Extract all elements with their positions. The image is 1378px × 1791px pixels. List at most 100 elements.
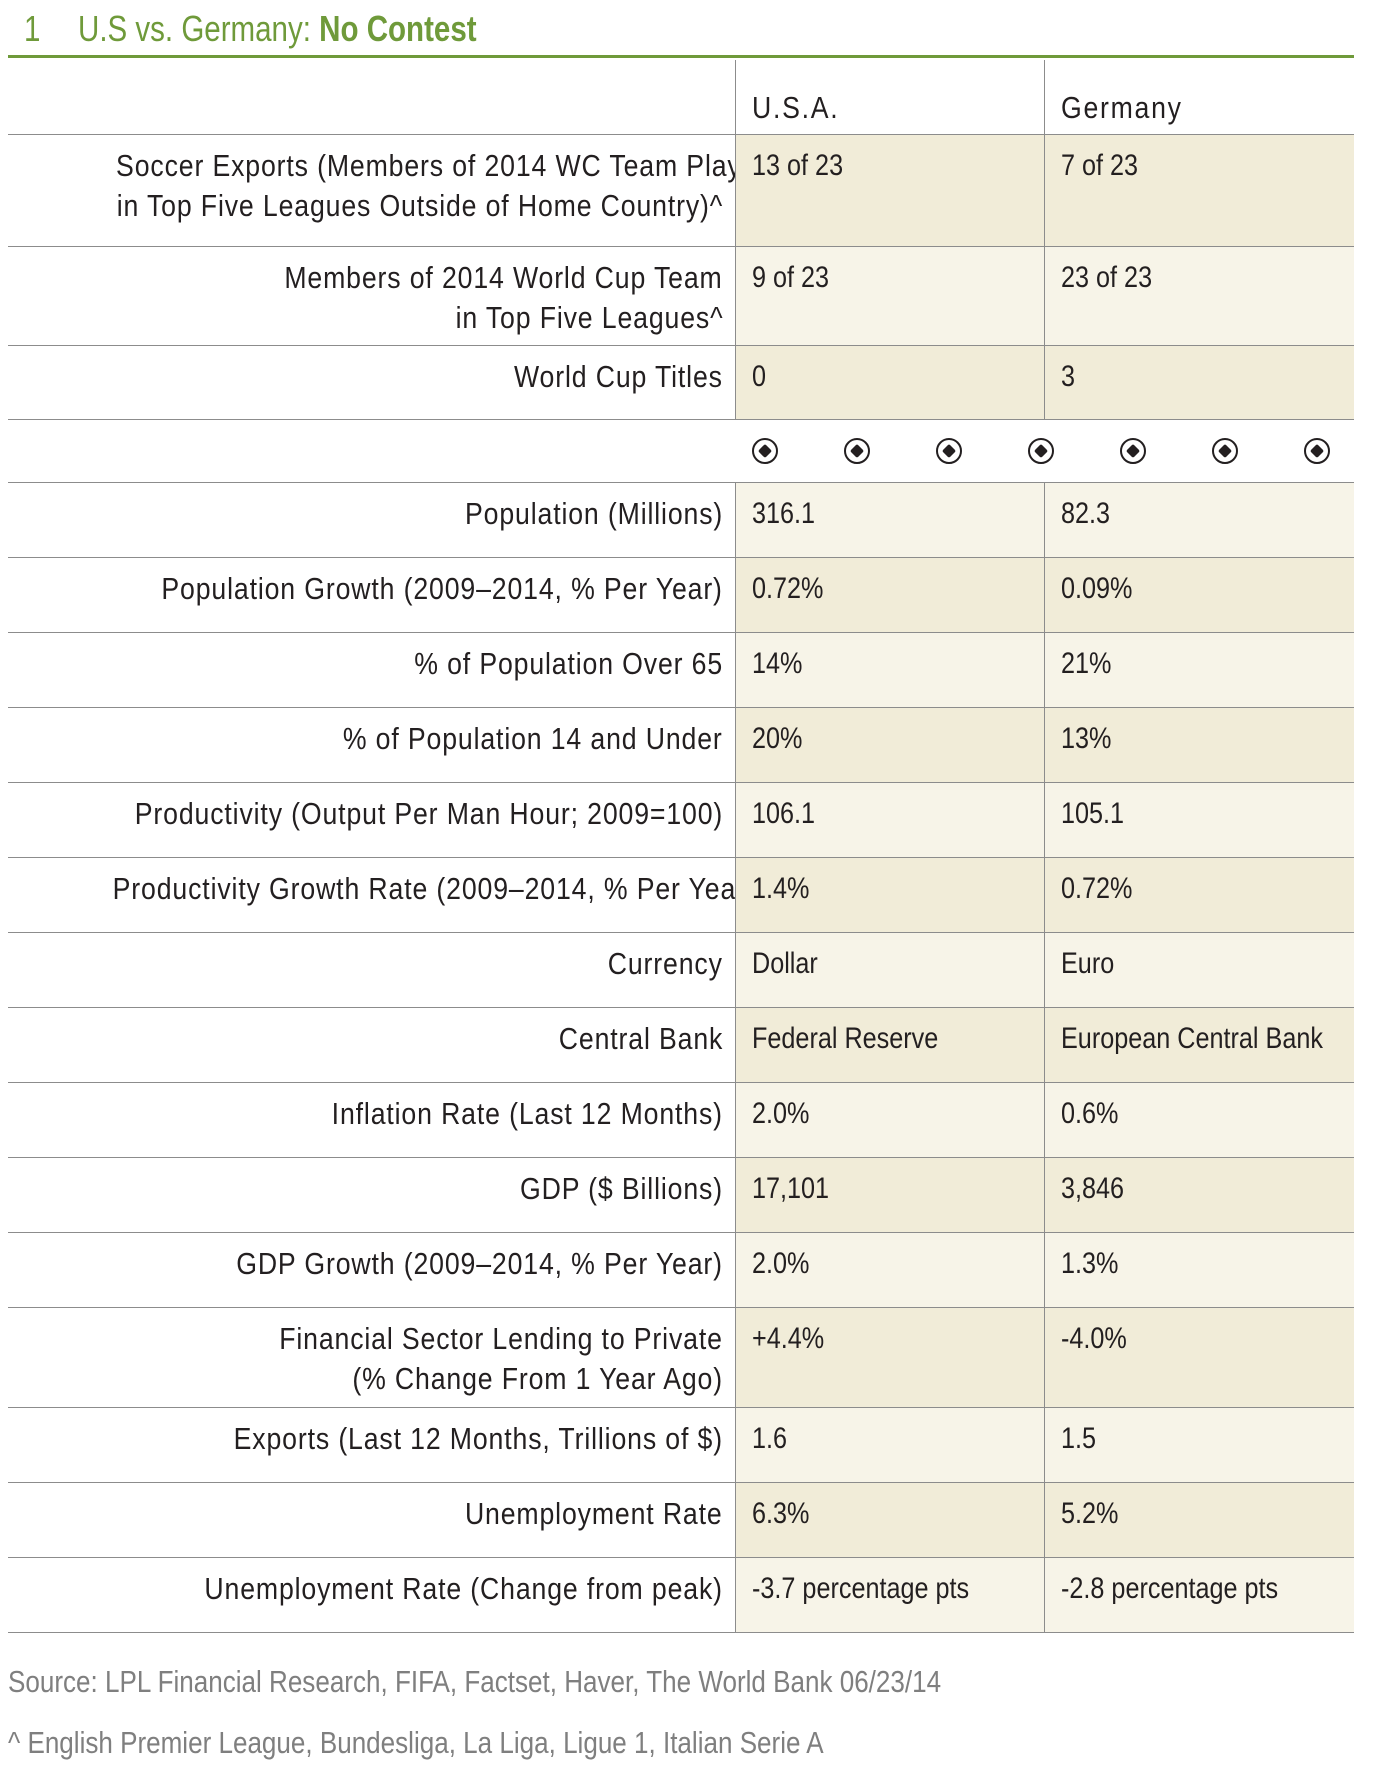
- us-value-cell: 17,101: [735, 1158, 1044, 1232]
- us-value: 106.1: [752, 797, 816, 830]
- de-value: -2.8 percentage pts: [1061, 1572, 1279, 1605]
- de-value: 105.1: [1061, 797, 1125, 830]
- figure-title-bar: 1 U.S vs. Germany: No Contest: [8, 0, 1354, 58]
- de-value-cell: 105.1: [1044, 783, 1354, 857]
- row-label: (% Change From 1 Year Ago): [352, 1361, 723, 1396]
- soccer-ball-icon: [1120, 438, 1146, 464]
- row-label: in Top Five Leagues Outside of Home Coun…: [116, 188, 723, 223]
- row-label-cell: Unemployment Rate (Change from peak): [8, 1558, 735, 1632]
- row-label-cell: Central Bank: [8, 1008, 735, 1082]
- de-value: Euro: [1061, 947, 1115, 980]
- us-value: 1.6: [752, 1422, 788, 1455]
- us-value: 0: [752, 360, 767, 393]
- row-label-cell: GDP Growth (2009–2014, % Per Year): [8, 1233, 735, 1307]
- table-row: Central Bank Federal Reserve European Cent…: [8, 1008, 1354, 1083]
- de-value-cell: 5.2%: [1044, 1483, 1354, 1557]
- row-label: % of Population 14 and Under: [343, 721, 723, 756]
- table-row: Currency Dollar Euro: [8, 933, 1354, 1008]
- us-value-cell: 316.1: [735, 483, 1044, 557]
- row-label: Members of 2014 World Cup Team: [284, 260, 723, 295]
- de-value: European Central Bank: [1061, 1022, 1323, 1055]
- header-row: U.S.A. Germany: [8, 60, 1354, 135]
- de-value: 7 of 23: [1061, 149, 1139, 182]
- row-label-cell: Productivity Growth Rate (2009–2014, % P…: [8, 858, 755, 932]
- de-value: 0.72%: [1061, 872, 1133, 905]
- us-value-cell: Dollar: [735, 933, 1044, 1007]
- row-label: Inflation Rate (Last 12 Months): [331, 1096, 723, 1131]
- table-row: Unemployment Rate 6.3% 5.2%: [8, 1483, 1354, 1558]
- us-value: Federal Reserve: [752, 1022, 939, 1055]
- row-label: Unemployment Rate (Change from peak): [204, 1571, 723, 1606]
- table-row: Members of 2014 World Cup Team in Top Fiv…: [8, 247, 1354, 346]
- table-row: Inflation Rate (Last 12 Months) 2.0% 0.6%: [8, 1083, 1354, 1158]
- row-label: Population (Millions): [464, 496, 723, 531]
- row-label: Financial Sector Lending to Private: [279, 1321, 723, 1356]
- row-label: Population Growth (2009–2014, % Per Year…: [161, 571, 723, 606]
- row-label: in Top Five Leagues^: [455, 300, 723, 335]
- column-header-de: Germany: [1061, 90, 1183, 125]
- us-value: 17,101: [752, 1172, 830, 1205]
- us-value-cell: 1.6: [735, 1408, 1044, 1482]
- de-value-cell: Euro: [1044, 933, 1354, 1007]
- de-value-cell: 0.72%: [1044, 858, 1354, 932]
- header-us-cell: U.S.A.: [735, 60, 1044, 134]
- us-value-cell: 14%: [735, 633, 1044, 707]
- de-value: -4.0%: [1061, 1322, 1127, 1355]
- us-value-cell: -3.7 percentage pts: [735, 1558, 1044, 1632]
- title-prefix: U.S vs. Germany:: [78, 8, 320, 49]
- de-value-cell: 3: [1044, 346, 1354, 419]
- de-value-cell: -2.8 percentage pts: [1044, 1558, 1354, 1632]
- us-value-cell: 0.72%: [735, 558, 1044, 632]
- soccer-ball-icon: [1028, 438, 1054, 464]
- soccer-ball-icon: [1212, 438, 1238, 464]
- row-label-cell: Exports (Last 12 Months, Trillions of $): [8, 1408, 735, 1482]
- soccer-ball-icon: [1304, 438, 1330, 464]
- row-label: World Cup Titles: [514, 359, 723, 394]
- row-label-cell: Population (Millions): [8, 483, 735, 557]
- us-value-cell: 9 of 23: [735, 247, 1044, 345]
- row-label: Productivity (Output Per Man Hour; 2009=…: [134, 796, 723, 831]
- figure-number: 1: [24, 8, 41, 49]
- de-value: 1.3%: [1061, 1247, 1119, 1280]
- row-label: Soccer Exports (Members of 2014 WC Team …: [116, 148, 780, 183]
- us-value-cell: 20%: [735, 708, 1044, 782]
- row-label: Unemployment Rate: [465, 1496, 723, 1531]
- table-row: Financial Sector Lending to Private (% Ch…: [8, 1308, 1354, 1408]
- row-label-cell: % of Population 14 and Under: [8, 708, 735, 782]
- table-row: Productivity (Output Per Man Hour; 2009=…: [8, 783, 1354, 858]
- footnote: ^ English Premier League, Bundesliga, La…: [8, 1725, 824, 1760]
- de-value-cell: 1.5: [1044, 1408, 1354, 1482]
- de-value-cell: 82.3: [1044, 483, 1354, 557]
- table-row: Productivity Growth Rate (2009–2014, % P…: [8, 858, 1354, 933]
- row-label: Central Bank: [558, 1021, 723, 1056]
- soccer-ball-icon: [936, 438, 962, 464]
- us-value: 1.4%: [752, 872, 810, 905]
- us-value: 9 of 23: [752, 261, 830, 294]
- header-label-cell: [8, 60, 735, 134]
- us-value-cell: 6.3%: [735, 1483, 1044, 1557]
- row-label: % of Population Over 65: [414, 646, 723, 681]
- de-value: 3: [1061, 360, 1076, 393]
- de-value-cell: 1.3%: [1044, 1233, 1354, 1307]
- row-label-cell: GDP ($ Billions): [8, 1158, 735, 1232]
- de-value-cell: European Central Bank: [1044, 1008, 1354, 1082]
- row-label-cell: Population Growth (2009–2014, % Per Year…: [8, 558, 735, 632]
- table-row: World Cup Titles 0 3: [8, 346, 1354, 420]
- table-row: Exports (Last 12 Months, Trillions of $)…: [8, 1408, 1354, 1483]
- figure-title: U.S vs. Germany: No Contest: [78, 8, 477, 50]
- us-value: 2.0%: [752, 1247, 810, 1280]
- us-value-cell: 2.0%: [735, 1233, 1044, 1307]
- row-label-cell: % of Population Over 65: [8, 633, 735, 707]
- us-value: 2.0%: [752, 1097, 810, 1130]
- de-value: 5.2%: [1061, 1497, 1119, 1530]
- us-value: 20%: [752, 722, 803, 755]
- de-value-cell: 13%: [1044, 708, 1354, 782]
- row-label-cell: Unemployment Rate: [8, 1483, 735, 1557]
- us-value: 14%: [752, 647, 803, 680]
- de-value-cell: 23 of 23: [1044, 247, 1354, 345]
- row-label: Exports (Last 12 Months, Trillions of $): [233, 1421, 723, 1456]
- us-value-cell: 0: [735, 346, 1044, 419]
- us-value-cell: 1.4%: [735, 858, 1044, 932]
- row-label-cell: Currency: [8, 933, 735, 1007]
- de-value-cell: 0.09%: [1044, 558, 1354, 632]
